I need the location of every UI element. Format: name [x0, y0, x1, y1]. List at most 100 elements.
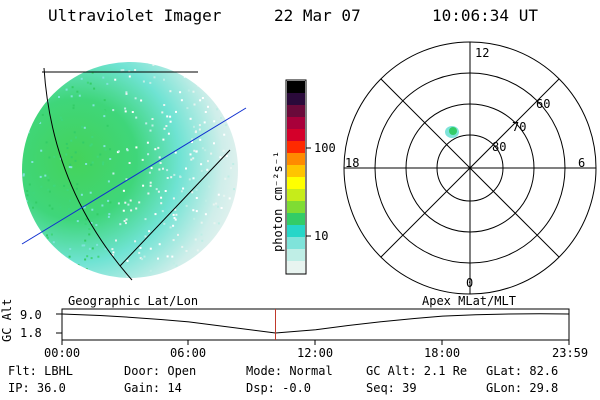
- colorbar-label-100: 100: [314, 141, 336, 155]
- image-speckle: [200, 163, 203, 166]
- image-speckle: [31, 161, 34, 163]
- image-speckle: [220, 117, 222, 119]
- image-speckle: [71, 86, 74, 89]
- image-speckle: [225, 96, 228, 99]
- image-speckle: [157, 257, 159, 260]
- image-speckle: [212, 97, 215, 100]
- image-speckle: [193, 103, 196, 106]
- image-speckle: [78, 94, 81, 97]
- image-speckle: [135, 116, 138, 119]
- image-speckle: [122, 189, 125, 192]
- image-speckle: [198, 124, 201, 127]
- image-speckle: [172, 213, 175, 216]
- image-speckle: [103, 115, 106, 118]
- image-speckle: [227, 223, 230, 226]
- image-speckle: [102, 161, 105, 164]
- image-speckle: [22, 84, 25, 87]
- image-time: 10:06:34 UT: [432, 6, 538, 25]
- image-speckle: [224, 227, 227, 230]
- image-speckle: [107, 199, 110, 202]
- image-speckle: [199, 266, 202, 268]
- image-speckle: [212, 63, 215, 66]
- image-speckle: [33, 106, 36, 108]
- image-speckle: [24, 91, 27, 94]
- image-speckle: [177, 233, 179, 236]
- image-speckle: [195, 197, 198, 199]
- image-speckle: [191, 141, 193, 143]
- mlt-label-0: 0: [466, 276, 474, 290]
- status-ip: IP: 36.0: [8, 381, 66, 395]
- image-speckle: [158, 243, 161, 246]
- image-speckle: [97, 255, 100, 258]
- image-speckle: [39, 175, 42, 178]
- image-speckle: [144, 218, 147, 221]
- image-speckle: [31, 116, 34, 119]
- colorbar-segment: [287, 165, 305, 178]
- image-speckle: [145, 122, 148, 125]
- image-speckle: [84, 223, 87, 225]
- image-speckle: [68, 255, 71, 258]
- image-speckle: [67, 266, 70, 269]
- timeline-xlabel-1: 06:00: [170, 346, 207, 360]
- image-speckle: [152, 63, 155, 66]
- image-speckle: [119, 223, 122, 226]
- image-speckle: [220, 270, 222, 273]
- image-speckle: [160, 196, 163, 199]
- image-speckle: [234, 232, 236, 235]
- image-speckle: [69, 163, 72, 166]
- image-speckle: [102, 163, 104, 166]
- image-speckle: [83, 126, 86, 129]
- altitude-curve: [61, 313, 570, 334]
- image-speckle: [217, 222, 220, 225]
- image-speckle: [192, 209, 195, 212]
- mlt-label-12: 12: [475, 46, 490, 60]
- image-speckle: [191, 191, 194, 194]
- image-speckle: [195, 210, 198, 213]
- image-speckle: [89, 191, 92, 194]
- image-speckle: [160, 202, 163, 205]
- image-speckle: [41, 113, 44, 116]
- image-speckle: [195, 188, 198, 191]
- lat-label-80: 80: [492, 140, 507, 154]
- image-speckle: [112, 172, 115, 175]
- image-speckle: [30, 230, 33, 232]
- image-speckle: [109, 148, 112, 151]
- image-speckle: [169, 115, 172, 118]
- image-speckle: [127, 203, 130, 206]
- image-speckle: [185, 204, 188, 207]
- image-speckle: [80, 77, 83, 80]
- image-speckle: [123, 220, 126, 222]
- image-speckle: [199, 138, 202, 141]
- image-speckle: [208, 185, 211, 188]
- image-speckle: [26, 190, 29, 192]
- image-speckle: [216, 108, 218, 111]
- image-speckle: [41, 175, 44, 178]
- image-speckle: [50, 233, 53, 236]
- image-speckle: [219, 156, 222, 159]
- image-speckle: [207, 105, 209, 108]
- status-gc-alt: GC Alt: 2.1 Re: [366, 364, 468, 378]
- image-speckle: [23, 131, 26, 134]
- image-speckle: [237, 208, 238, 211]
- image-speckle: [88, 247, 91, 250]
- image-speckle: [212, 203, 215, 206]
- image-speckle: [75, 187, 78, 190]
- image-speckle: [128, 75, 131, 78]
- image-speckle: [83, 244, 86, 247]
- image-speckle: [172, 239, 175, 242]
- image-speckle: [166, 255, 169, 258]
- image-speckle: [76, 277, 79, 278]
- image-speckle: [234, 202, 237, 204]
- image-speckle: [225, 256, 228, 258]
- image-speckle: [197, 264, 200, 267]
- image-speckle: [109, 158, 112, 160]
- image-speckle: [203, 65, 206, 68]
- image-speckle: [46, 236, 49, 239]
- image-speckle: [227, 175, 230, 178]
- image-speckle: [40, 74, 43, 77]
- image-speckle: [207, 160, 209, 163]
- image-speckle: [161, 210, 164, 213]
- image-speckle: [189, 153, 192, 156]
- image-speckle: [102, 76, 105, 79]
